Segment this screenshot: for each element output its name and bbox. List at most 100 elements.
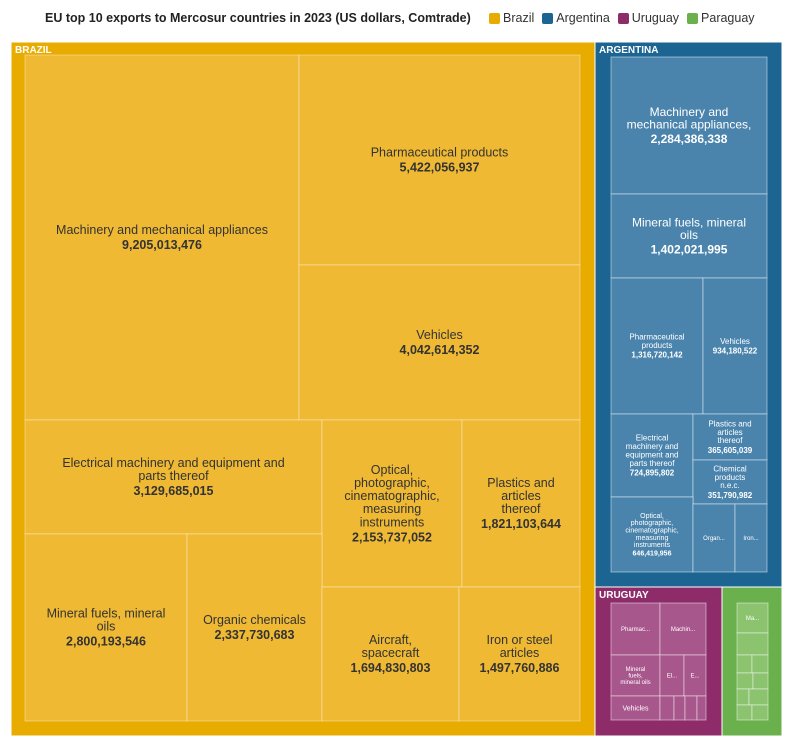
tile-rect — [751, 704, 769, 721]
tile-label: Plastics and articles thereof — [487, 476, 554, 516]
tile-value: 1,821,103,644 — [481, 517, 561, 531]
tile-value: 724,895,802 — [630, 469, 675, 478]
tile-value: 9,205,013,476 — [122, 238, 202, 252]
treemap-tile[interactable]: Electrical machinery and equipment and part… — [610, 413, 694, 498]
tile-rect — [748, 688, 769, 706]
treemap-tile[interactable]: Mineral fuels, mineral oils — [610, 654, 661, 697]
treemap-tile[interactable]: Optical, photographic, cinematographic, mea… — [321, 419, 463, 588]
treemap-tile[interactable]: Machinery and mechanical appliances9,205… — [24, 54, 300, 421]
tile-value: 646,419,956 — [633, 551, 672, 558]
tile-value: 1,694,830,803 — [351, 661, 431, 675]
tile-rect — [321, 586, 460, 722]
treemap-group-uruguay[interactable]: URUGUAY Pharmac... Machin... Mineral fuels, m… — [594, 586, 723, 737]
treemap-tile[interactable]: Ma... — [736, 602, 769, 634]
legend-item-uruguay[interactable]: Uruguay — [617, 11, 679, 25]
treemap-group-paraguay[interactable]: Ma... — [721, 586, 783, 737]
treemap-tile[interactable]: Electrical machinery and equipment and pa… — [24, 419, 323, 535]
tile-rect — [736, 688, 750, 706]
treemap-tile[interactable] — [684, 695, 698, 721]
tile-label: E... — [690, 673, 699, 679]
treemap-tile[interactable] — [736, 632, 769, 656]
treemap-tile[interactable]: Organ... — [692, 503, 736, 573]
group-label: URUGUAY — [599, 590, 649, 601]
treemap-tile[interactable]: Mineral fuels, mineral oils 2,800,193,546 — [24, 533, 188, 722]
group-label: BRAZIL — [15, 45, 52, 56]
treemap-tile[interactable]: Iron... — [734, 503, 768, 573]
tile-rect — [321, 419, 463, 588]
tile-rect — [610, 496, 694, 573]
legend-label-paraguay: Paraguay — [701, 11, 755, 25]
tile-label: Iron... — [743, 536, 759, 542]
tile-label: Organic chemicals — [203, 613, 306, 627]
treemap-tile[interactable] — [696, 695, 707, 721]
tile-rect — [684, 695, 698, 721]
treemap-tile[interactable]: Machinery and mechanical appliances,2,284… — [610, 56, 768, 195]
tile-label: Iron or steel articles — [486, 633, 552, 660]
treemap-tile[interactable] — [736, 704, 753, 721]
tile-rect — [734, 503, 768, 573]
chart-title: EU top 10 exports to Mercosur countries … — [45, 11, 471, 25]
treemap-tile[interactable] — [752, 672, 769, 690]
treemap-tile[interactable] — [736, 654, 753, 674]
treemap-tile[interactable] — [736, 688, 750, 706]
legend-label-brazil: Brazil — [503, 11, 535, 25]
tile-rect — [736, 602, 769, 634]
legend-item-argentina[interactable]: Argentina — [542, 11, 610, 25]
treemap-tile[interactable]: Chemical products n.e.c.351,790,982 — [692, 459, 768, 505]
tile-value: 1,402,021,995 — [651, 242, 728, 256]
treemap-tile[interactable] — [659, 695, 675, 721]
treemap-tile[interactable]: Vehicles — [610, 695, 661, 721]
tile-rect — [736, 704, 753, 721]
legend-item-brazil[interactable]: Brazil — [489, 11, 534, 25]
tile-label: Organ... — [703, 536, 725, 542]
treemap-tile[interactable] — [751, 704, 769, 721]
treemap-tile[interactable] — [748, 688, 769, 706]
tile-value: 1,316,720,142 — [631, 351, 683, 360]
legend-item-paraguay[interactable]: Paraguay — [687, 11, 755, 25]
tile-rect — [610, 277, 704, 415]
tile-rect — [673, 695, 686, 721]
tile-label: Electrical machinery and equipment and part… — [626, 434, 679, 468]
tile-label: El... — [667, 673, 678, 679]
treemap-tile[interactable]: El... — [659, 654, 685, 697]
treemap-tile[interactable] — [736, 672, 754, 690]
tile-value: 2,153,737,052 — [352, 530, 432, 544]
treemap-tile[interactable]: E... — [683, 654, 707, 697]
legend-swatch-argentina — [542, 12, 554, 24]
treemap-tile[interactable]: Pharmac... — [610, 602, 661, 656]
tile-label: Machin... — [671, 627, 696, 633]
legend: Brazil Argentina Uruguay Paraguay — [489, 11, 755, 25]
tile-label: Mineral fuels, mineral oils — [632, 215, 746, 242]
tile-label: Optical, photographic, cinematographic, mea… — [625, 513, 678, 549]
tile-label: Optical, photographic, cinematographic, mea… — [344, 463, 439, 530]
treemap-tile[interactable]: Machin... — [659, 602, 707, 656]
tile-value: 351,790,982 — [708, 491, 753, 500]
tile-label: Mineral fuels, mineral oils — [620, 667, 650, 686]
tile-label: Ma... — [746, 616, 760, 622]
tile-label: Machinery and mechanical appliances, — [627, 105, 752, 132]
legend-swatch-uruguay — [617, 12, 629, 24]
chart-header: EU top 10 exports to Mercosur countries … — [0, 0, 794, 40]
legend-label-argentina: Argentina — [556, 11, 610, 25]
tile-rect — [692, 503, 736, 573]
tile-value: 365,605,039 — [708, 446, 753, 455]
legend-swatch-brazil — [489, 12, 500, 24]
treemap-tile[interactable] — [751, 654, 769, 674]
tile-label: Vehicles — [720, 337, 750, 346]
treemap-tile[interactable]: Optical, photographic, cinematographic, mea… — [610, 496, 694, 573]
tile-label: Pharmaceutical products — [629, 333, 684, 350]
treemap-tile[interactable] — [673, 695, 686, 721]
